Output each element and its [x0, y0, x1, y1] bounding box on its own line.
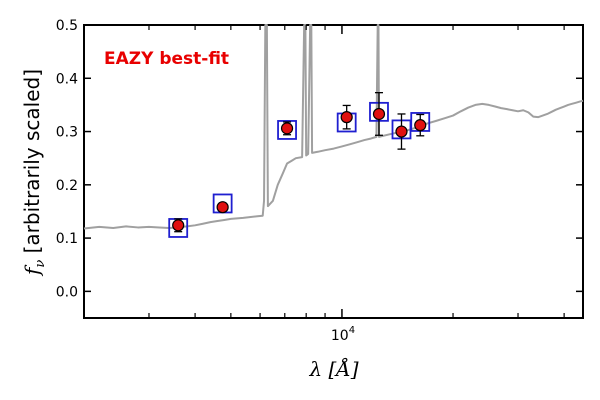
annotation-label: EAZY best-fit — [104, 49, 229, 69]
x-tick-label-exponent: 4 — [349, 325, 355, 336]
y-tick-label: 0.1 — [56, 231, 78, 247]
x-axis-label: λ [Å] — [308, 356, 358, 381]
observed-point — [414, 119, 427, 132]
observed-point — [216, 201, 229, 214]
y-tick-label: 0.4 — [56, 71, 78, 87]
tick-layer: 0.0 0.1 0.2 0.3 0.4 0.5 — [56, 18, 583, 318]
plot-area-frame — [83, 24, 584, 319]
observed-point — [372, 107, 386, 121]
x-axis-label-text: λ [Å] — [308, 356, 358, 381]
y-axis-label-text: fν [arbitrarily scaled] — [20, 69, 48, 277]
model-photometry-box — [277, 120, 297, 140]
y-axis-label: fν [arbitrarily scaled] — [20, 69, 48, 277]
y-axis-subscript: ν — [33, 260, 48, 268]
y-axis-unit: [arbitrarily scaled] — [20, 69, 44, 260]
observed-photometry-layer — [172, 92, 427, 233]
spectrum-layer — [83, 24, 584, 230]
spectrum-line — [83, 24, 584, 230]
plot-area — [83, 24, 584, 319]
y-tick-label: 0.0 — [56, 284, 78, 300]
y-tick-label: 0.2 — [56, 178, 78, 194]
y-tick-label: 0.3 — [56, 125, 78, 141]
observed-point — [395, 125, 408, 138]
observed-point — [340, 111, 353, 124]
observed-point — [172, 219, 185, 232]
y-tick-label: 0.5 — [56, 18, 78, 34]
observed-point — [280, 122, 294, 135]
